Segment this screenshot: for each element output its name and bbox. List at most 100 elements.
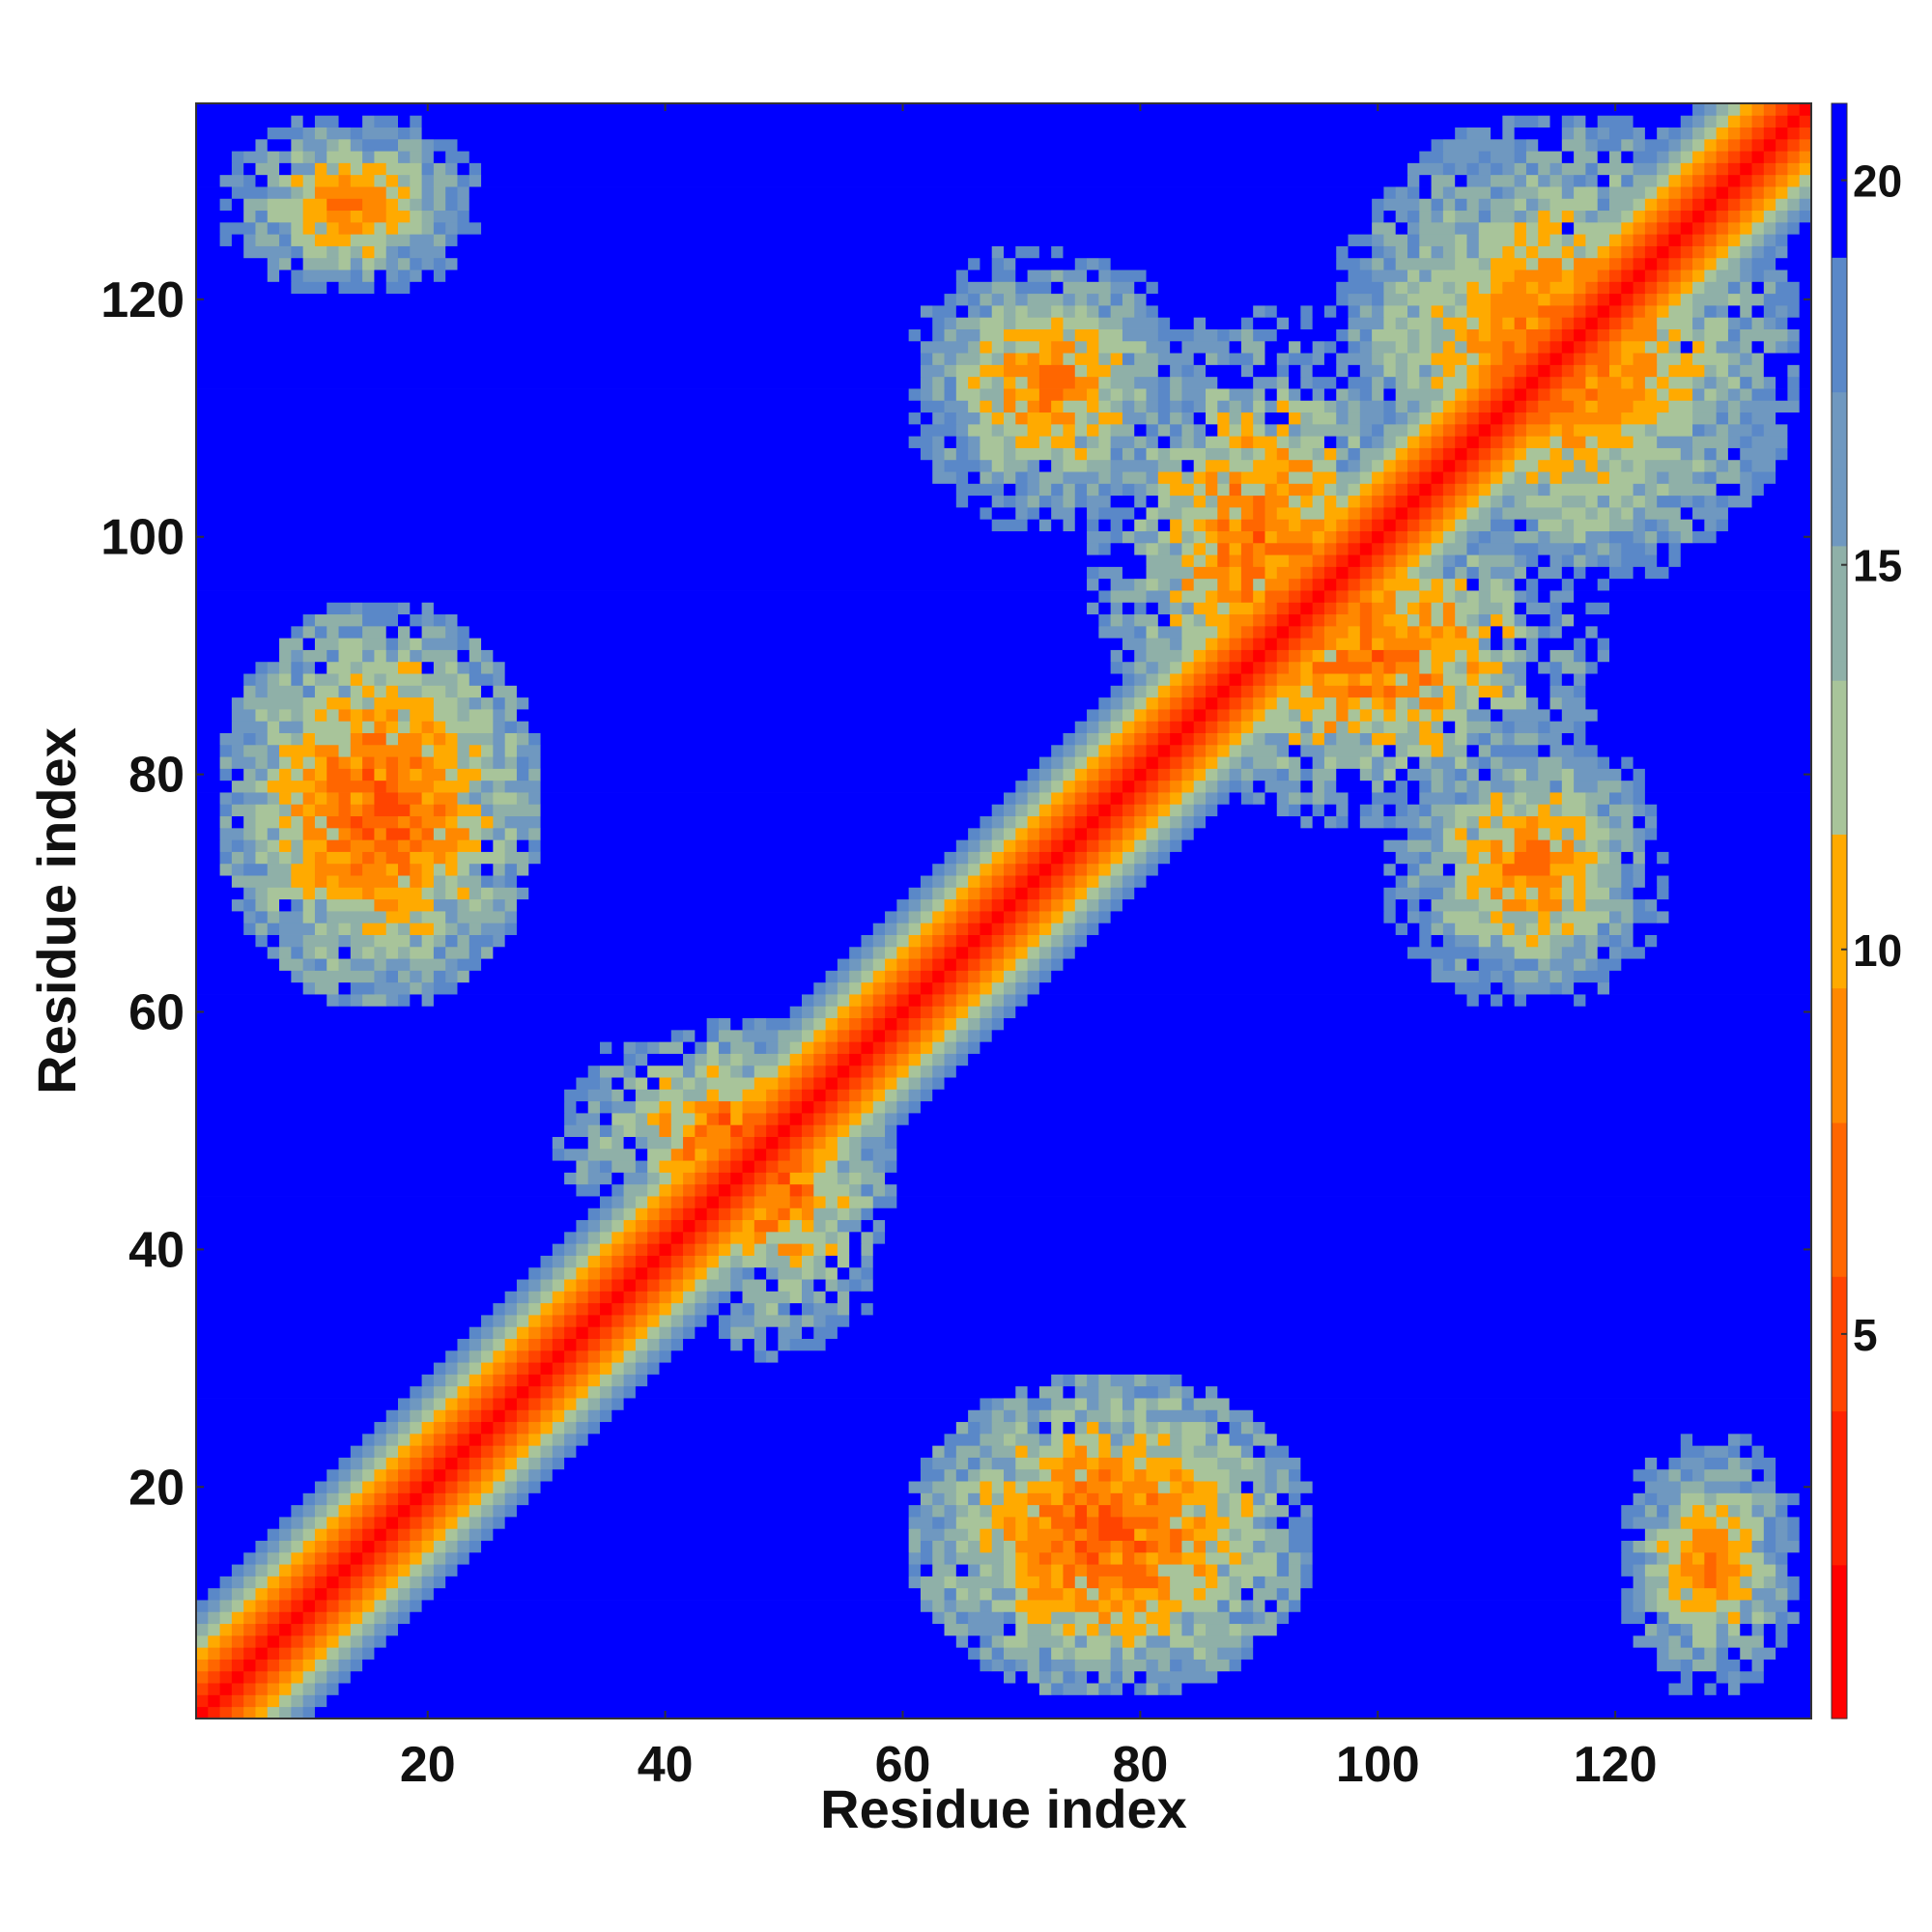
heatmap-cell: [255, 1600, 269, 1612]
heatmap-cell: [1051, 934, 1064, 948]
heatmap-cell: [955, 1457, 969, 1470]
heatmap-cell: [1146, 1468, 1171, 1482]
heatmap-cell: [493, 1350, 506, 1363]
heatmap-cell: [920, 1457, 933, 1470]
heatmap-cell: [1157, 721, 1171, 733]
heatmap-cell: [1004, 471, 1016, 484]
heatmap-cell: [885, 911, 897, 923]
heatmap-cell: [1776, 459, 1812, 472]
heatmap-cell: [1491, 388, 1503, 401]
heatmap-cell: [1561, 839, 1575, 852]
heatmap-cell: [1063, 768, 1076, 781]
heatmap-cell: [587, 1279, 601, 1292]
heatmap-cell: [445, 851, 458, 865]
heatmap-cell: [1206, 554, 1218, 567]
heatmap-cell: [1181, 1398, 1195, 1410]
heatmap-cell: [1134, 1600, 1147, 1612]
heatmap-cell: [1502, 851, 1516, 865]
heatmap-cell: [1110, 721, 1123, 733]
heatmap-cell: [1692, 459, 1705, 472]
heatmap-cell: [1491, 447, 1503, 461]
heatmap-cell: [1502, 471, 1516, 484]
heatmap-cell: [1027, 1421, 1040, 1435]
heatmap-cell: [1253, 1457, 1265, 1470]
heatmap-cell: [469, 1551, 910, 1565]
heatmap-cell: [1395, 780, 1408, 793]
heatmap-cell: [1122, 839, 1135, 852]
heatmap-cell: [196, 578, 1088, 591]
heatmap-cell: [421, 1457, 435, 1470]
heatmap-cell: [1038, 756, 1052, 769]
heatmap-cell: [1538, 934, 1550, 948]
heatmap-cell: [968, 911, 980, 923]
heatmap-cell: [1051, 780, 1064, 793]
heatmap-cell: [742, 1255, 767, 1268]
heatmap-cell: [1181, 696, 1195, 710]
heatmap-cell: [504, 1350, 518, 1363]
heatmap-cell: [1372, 436, 1384, 448]
heatmap-cell: [1051, 1659, 1076, 1672]
heatmap-cell: [623, 1219, 637, 1233]
heatmap-cell: [1478, 495, 1492, 508]
heatmap-cell: [1478, 898, 1503, 912]
heatmap-cell: [1134, 732, 1147, 746]
heatmap-cell: [1063, 1647, 1076, 1660]
heatmap-cell: [338, 1659, 352, 1672]
heatmap-cell: [670, 1077, 684, 1090]
heatmap-cell: [196, 554, 1147, 567]
heatmap-cell: [718, 1160, 731, 1173]
heatmap-cell: [1229, 1623, 1242, 1636]
heatmap-cell: [1680, 554, 1812, 567]
heatmap-cell: [1525, 613, 1550, 627]
heatmap-cell: [1431, 507, 1444, 520]
heatmap-cell: [802, 1326, 814, 1339]
heatmap-cell: [1455, 887, 1467, 900]
heatmap-cell: [231, 709, 256, 722]
heatmap-cell: [1146, 792, 1159, 805]
heatmap-cell: [920, 400, 945, 413]
heatmap-cell: [1146, 851, 1159, 865]
heatmap-cell: [493, 744, 506, 757]
heatmap-cell: [196, 958, 280, 971]
heatmap-cell: [1478, 447, 1492, 461]
heatmap-cell: [231, 1587, 244, 1601]
heatmap-cell: [778, 1338, 791, 1351]
heatmap-cell: [374, 685, 387, 698]
heatmap-cell: [350, 1517, 363, 1529]
heatmap-cell: [932, 1600, 945, 1612]
heatmap-cell: [1633, 400, 1669, 413]
heatmap-cell: [730, 1017, 743, 1031]
heatmap-cell: [1502, 638, 1516, 650]
heatmap-cell: [1609, 554, 1622, 567]
heatmap-cell: [1704, 1683, 1718, 1695]
heatmap-cell: [1644, 792, 1812, 805]
heatmap-cell: [872, 1017, 886, 1031]
heatmap-cell: [302, 661, 316, 674]
heatmap-cell: [350, 851, 363, 865]
heatmap-cell: [980, 946, 993, 959]
heatmap-cell: [1217, 649, 1230, 663]
heatmap-cell: [1466, 388, 1480, 401]
heatmap-cell: [1395, 412, 1408, 425]
heatmap-cell: [1074, 1647, 1112, 1660]
heatmap-cell: [196, 613, 304, 627]
heatmap-cell: [540, 1315, 554, 1327]
heatmap-cell: [196, 1172, 565, 1185]
heatmap-cell: [980, 887, 993, 900]
heatmap-cell: [1348, 542, 1361, 555]
heatmap-cell: [1383, 685, 1397, 698]
heatmap-cell: [1644, 507, 1682, 520]
heatmap-cell: [1644, 1540, 1658, 1553]
heatmap-cell: [445, 1374, 458, 1387]
heatmap-cell: [1359, 388, 1373, 401]
heatmap-cell: [504, 1374, 518, 1387]
heatmap-cell: [837, 1196, 850, 1208]
heatmap-cell: [374, 946, 387, 959]
heatmap-cell: [885, 1089, 897, 1102]
heatmap-cell: [908, 1504, 922, 1518]
heatmap-cell: [1157, 1600, 1182, 1612]
heatmap-cell: [564, 1148, 589, 1161]
heatmap-cell: [1621, 934, 1634, 948]
heatmap-cell: [1074, 495, 1088, 508]
heatmap-cell: [1015, 1006, 1812, 1019]
